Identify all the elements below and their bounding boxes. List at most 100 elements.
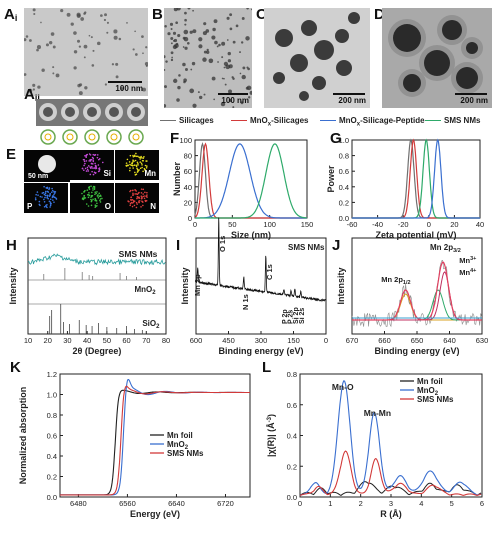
particle — [33, 12, 36, 16]
eds-dot — [135, 173, 138, 176]
y-tick-label: 40 — [184, 183, 192, 192]
eds-dot — [44, 192, 47, 195]
eds-dot — [94, 206, 97, 208]
y-axis-label: Power — [326, 165, 336, 193]
eds-dot — [133, 164, 136, 167]
y-tick-label: 0.0 — [287, 493, 297, 502]
eds-dot — [138, 197, 141, 199]
eds-mapping-e: 50 nm Si Mn P O N — [24, 150, 162, 216]
panel-label-h: H — [6, 237, 17, 254]
particle — [232, 40, 236, 44]
y-tick-label: 0.2 — [339, 198, 349, 207]
eds-dot — [93, 171, 96, 174]
particle — [45, 43, 49, 47]
y-tick-label: 0.8 — [339, 152, 349, 161]
x-tick-label: 3 — [389, 499, 393, 508]
peak-label-o1s: O 1s — [218, 236, 227, 252]
eds-dot — [146, 165, 148, 167]
eds-dot — [98, 192, 101, 195]
eds-dot — [139, 158, 141, 160]
annotation-mn-o: Mn-O — [332, 382, 354, 392]
x-axis-label: Binding energy (eV) — [374, 346, 459, 356]
eds-dot — [141, 166, 143, 169]
eds-dot — [47, 197, 49, 200]
particle — [197, 91, 200, 94]
eds-dot — [43, 200, 46, 203]
particle — [172, 31, 177, 35]
particle — [211, 35, 216, 40]
particle — [115, 62, 119, 66]
eds-dot — [131, 161, 134, 163]
eds-dot — [34, 198, 37, 201]
x-tick-label: 40 — [476, 220, 484, 229]
peak-label-minor: Si 2s — [299, 308, 306, 324]
peak-label-mn2p: Mn 2p — [193, 274, 202, 296]
eds-dot — [141, 197, 143, 199]
particle — [224, 83, 227, 86]
y-axis-label: |χ(R)| (Å-3) — [266, 414, 276, 457]
eds-dot — [87, 165, 90, 167]
eds-dot — [97, 164, 100, 166]
peak-label-mn3: Mn3+ — [459, 256, 476, 265]
particle — [206, 50, 210, 54]
particle — [239, 72, 242, 75]
eds-dot — [48, 195, 51, 197]
particle — [167, 32, 171, 36]
eds-dot — [43, 193, 46, 196]
scale-bar-c: 200 nm — [338, 96, 366, 105]
nanoparticle — [299, 91, 309, 101]
particle — [165, 60, 168, 63]
eds-dot — [139, 156, 141, 159]
legend-label: Mn foil — [417, 377, 443, 386]
particle — [184, 23, 187, 26]
particle — [84, 86, 88, 90]
peak-label-minor: P 2s — [288, 310, 295, 324]
particle — [212, 27, 216, 32]
eds-dot — [84, 167, 87, 170]
eds-dot — [86, 189, 89, 191]
eds-dot — [138, 201, 140, 204]
particle — [214, 40, 218, 45]
eds-dot — [95, 192, 97, 195]
eds-tile-n: N — [115, 183, 159, 213]
particle — [134, 30, 136, 33]
eds-dot — [53, 193, 55, 196]
x-tick-label: 670 — [346, 336, 359, 345]
eds-dot — [125, 162, 128, 164]
eds-dot — [87, 196, 90, 199]
particle — [60, 9, 64, 13]
eds-dot — [54, 190, 57, 193]
y-tick-label: 100 — [179, 136, 192, 145]
particle — [241, 17, 245, 20]
scale-line-d — [455, 93, 487, 95]
nanoparticle — [290, 54, 308, 72]
particle — [113, 29, 118, 34]
eds-dot — [81, 192, 83, 195]
nanoparticle — [275, 29, 293, 47]
eds-dot — [90, 167, 92, 169]
eds-dot — [135, 152, 137, 155]
eds-dot — [92, 189, 94, 191]
panel-label-f: F — [170, 130, 180, 147]
eds-dot — [143, 156, 145, 158]
y-tick-label: 0.2 — [287, 462, 297, 471]
particle — [213, 19, 218, 24]
particle — [175, 21, 178, 25]
cage-core — [131, 107, 141, 117]
series-line-mnox-silicage-peptide — [352, 138, 480, 219]
eds-dot — [134, 193, 136, 195]
eds-dot — [90, 204, 93, 207]
nanoparticle — [424, 50, 450, 76]
particle — [177, 85, 181, 90]
particle — [40, 21, 42, 24]
panel-label-aii: Aii — [24, 86, 40, 103]
x-tick-label: 650 — [411, 336, 424, 345]
eds-dot — [49, 206, 51, 208]
particle — [217, 61, 219, 63]
particle — [135, 53, 138, 56]
particle — [227, 51, 231, 56]
eds-dot — [101, 161, 104, 164]
particle — [183, 36, 189, 42]
series-line-sms-nms — [60, 385, 250, 496]
x-tick-label: 300 — [255, 336, 268, 345]
